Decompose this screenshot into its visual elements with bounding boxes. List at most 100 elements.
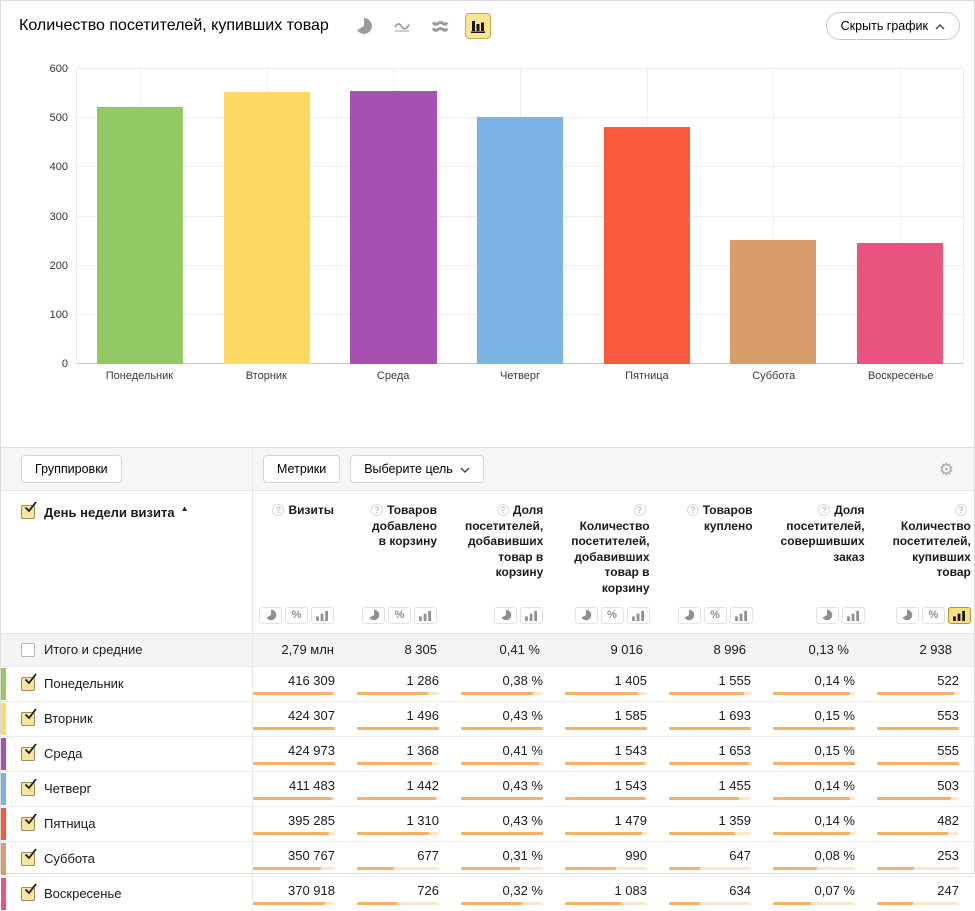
- metric-toggle-bar-icon[interactable]: [626, 606, 650, 624]
- value-cell: 677: [357, 842, 461, 876]
- metric-header-title[interactable]: ? Товаров добавлено в корзину: [362, 503, 437, 550]
- gear-icon[interactable]: ⚙: [938, 459, 954, 479]
- metrics-button[interactable]: Метрики: [263, 455, 341, 483]
- row-checkbox[interactable]: [21, 813, 37, 831]
- metric-header-title[interactable]: ? Количество посетителей, купивших товар: [893, 503, 971, 581]
- value-cell: 482: [877, 807, 975, 841]
- gridline: [77, 68, 963, 69]
- value-cell: 1 653: [669, 737, 773, 771]
- chart-bar-Понедельник[interactable]: [97, 107, 184, 364]
- question-circle-icon[interactable]: ?: [272, 504, 285, 516]
- value-minibar-fill: [253, 831, 330, 835]
- row-checkbox[interactable]: [21, 708, 37, 726]
- value-minibar-fill: [773, 796, 850, 800]
- metric-toggle-percent-icon[interactable]: %: [285, 606, 308, 624]
- value-minibar: [773, 726, 855, 730]
- metric-toggle-pie-icon[interactable]: [574, 606, 598, 624]
- value-minibar-fill: [877, 901, 914, 905]
- row-checkbox[interactable]: [21, 743, 37, 761]
- hide-chart-label: Скрыть график: [840, 19, 928, 33]
- metric-toggle-pie-icon[interactable]: [362, 606, 385, 624]
- metric-toggle-bar-icon[interactable]: [729, 606, 753, 624]
- metric-toggle-pie-icon[interactable]: [815, 606, 839, 624]
- stacked-area-icon[interactable]: [427, 13, 453, 39]
- metric-toggle-bar-icon[interactable]: [520, 606, 544, 624]
- cell-value: 0,07 %: [814, 882, 855, 898]
- value-minibar-fill: [565, 796, 645, 800]
- cell-value: 1 693: [718, 707, 751, 723]
- row-label-cell: Пятница: [1, 806, 253, 841]
- metric-header-title[interactable]: ? Доля посетителей, совершивших заказ: [781, 503, 865, 565]
- value-minibar: [773, 691, 855, 695]
- value-cell: 1 543: [565, 737, 669, 771]
- row-checkbox[interactable]: [21, 848, 37, 866]
- controls-left: Группировки: [1, 448, 253, 490]
- metric-toggle-pie-icon[interactable]: [677, 606, 701, 624]
- value-minibar: [461, 866, 543, 870]
- chart-bar-Четверг[interactable]: [476, 116, 564, 364]
- cell-value: 1 543: [614, 777, 647, 793]
- row-checkbox[interactable]: [21, 673, 37, 691]
- metric-header-title[interactable]: ? Визиты: [272, 503, 334, 519]
- metric-toggle-bar-icon[interactable]: [311, 606, 334, 624]
- chart-bar-Суббота[interactable]: [730, 239, 817, 364]
- row-label: Вторник: [44, 711, 93, 727]
- cell-value: 482: [937, 812, 959, 828]
- totals-checkbox[interactable]: [21, 642, 35, 657]
- metric-header-cell: ? Количество посетителей, добавивших това…: [565, 491, 671, 633]
- dimension-header-cell[interactable]: День недели визита ▲: [1, 491, 253, 633]
- select-goal-label: Выберите цель: [364, 462, 453, 476]
- metric-toggle-bar-icon[interactable]: [414, 606, 437, 624]
- value-cell: 1 310: [357, 807, 461, 841]
- row-checkbox[interactable]: [21, 883, 37, 901]
- table-row: Суббота 350 767 677 0,31 % 990 647 0,08 % 253: [1, 840, 974, 876]
- question-circle-icon[interactable]: ?: [496, 504, 509, 516]
- chart-slot: [836, 69, 963, 364]
- bar-chart: 0 100 200 300 400 500 600 Понедельник Вторник Ср…: [1, 63, 974, 447]
- metric-toggle-pie-icon[interactable]: [895, 606, 919, 624]
- metric-toggle-pie-icon[interactable]: [494, 606, 518, 624]
- metric-toggle-percent-icon[interactable]: %: [921, 606, 945, 624]
- metric-toggle-percent-icon[interactable]: %: [388, 606, 411, 624]
- hide-chart-button[interactable]: Скрыть график: [825, 12, 960, 40]
- question-circle-icon[interactable]: ?: [954, 504, 967, 516]
- metric-toggle-percent-icon[interactable]: %: [600, 606, 624, 624]
- value-cell: 411 483: [253, 772, 357, 806]
- x-axis-label: Вторник: [245, 370, 287, 382]
- metric-toggle-pie-icon[interactable]: [259, 606, 282, 624]
- value-cell: 0,43 %: [461, 702, 565, 736]
- question-circle-icon[interactable]: ?: [633, 504, 646, 516]
- metric-toggle-percent-icon[interactable]: %: [703, 606, 727, 624]
- metric-header-cell: ? Товаров добавлено в корзину%: [356, 491, 459, 633]
- select-all-checkbox[interactable]: [21, 501, 37, 519]
- pie-chart-icon[interactable]: [351, 13, 377, 39]
- question-circle-icon[interactable]: ?: [818, 504, 831, 516]
- question-circle-icon[interactable]: ?: [686, 504, 699, 516]
- value-cell: 0,31 %: [461, 842, 565, 876]
- row-checkbox[interactable]: [21, 778, 37, 796]
- metric-toggle-bar-icon[interactable]: [947, 606, 971, 624]
- groupings-button[interactable]: Группировки: [21, 455, 122, 483]
- table-controls: Группировки Метрики Выберите цель ⚙: [1, 447, 974, 491]
- cell-value: 0,08 %: [814, 847, 855, 863]
- chart-bar-Среда[interactable]: [350, 91, 437, 364]
- chart-bar-Вторник[interactable]: [223, 92, 310, 364]
- metric-display-toggles: %: [895, 597, 971, 624]
- select-goal-dropdown[interactable]: Выберите цель: [350, 455, 484, 483]
- chart-bar-Воскресенье[interactable]: [856, 242, 943, 364]
- value-cell: 555: [877, 737, 975, 771]
- question-circle-icon[interactable]: ?: [371, 504, 384, 516]
- metric-header-title[interactable]: ? Количество посетителей, добавивших това…: [571, 503, 650, 597]
- line-chart-icon[interactable]: [389, 13, 415, 39]
- chart-bar-Пятница[interactable]: [603, 127, 690, 364]
- metric-toggle-bar-icon[interactable]: [841, 606, 865, 624]
- value-minibar: [565, 796, 647, 800]
- metric-header-title[interactable]: ? Товаров куплено: [678, 503, 753, 534]
- value-minibar-fill: [461, 901, 522, 905]
- metric-display-toggles: [494, 597, 544, 624]
- row-label-cell: Вторник: [1, 701, 253, 736]
- value-minibar: [877, 691, 959, 695]
- metric-header-title[interactable]: ? Доля посетителей, добавивших товар в ко…: [465, 503, 543, 581]
- table-body: Итого и средние 2,79 млн 8 305 0,41 % 9 016 8…: [1, 632, 975, 911]
- bar-chart-icon[interactable]: [464, 13, 491, 39]
